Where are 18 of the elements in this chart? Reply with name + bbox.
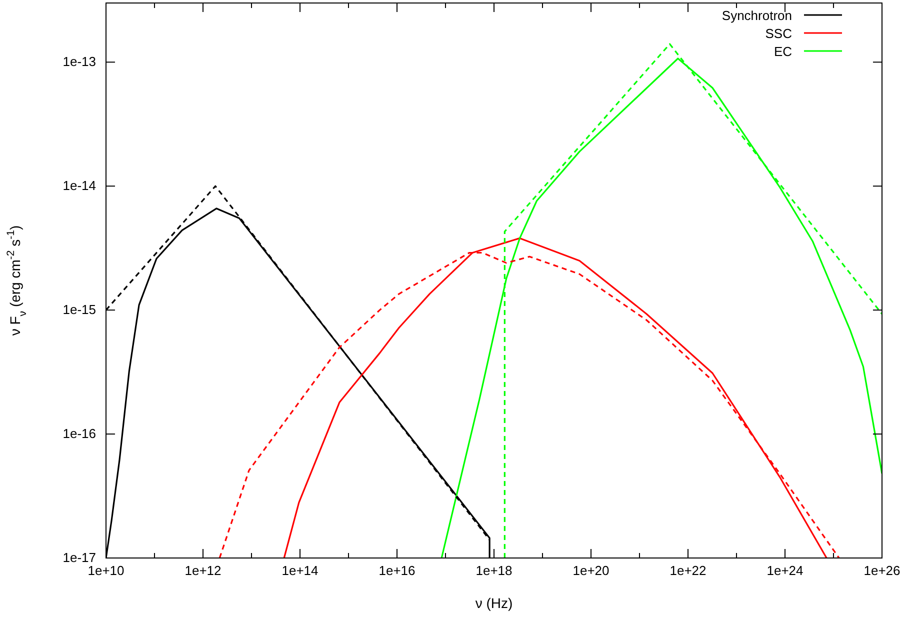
x-axis-title: ν (Hz) <box>475 595 513 611</box>
y-tick-label: 1e-16 <box>62 426 96 442</box>
legend-label: EC <box>774 44 792 59</box>
x-tick-label: 1e+26 <box>864 563 900 578</box>
y-tick-label: 1e-13 <box>62 54 96 70</box>
x-tick-label: 1e+18 <box>476 563 512 578</box>
x-tick-label: 1e+24 <box>766 563 804 578</box>
legend-label: Synchrotron <box>722 8 792 23</box>
x-tick-label: 1e+22 <box>670 563 706 578</box>
x-tick-label: 1e+10 <box>88 563 124 578</box>
y-tick-label: 1e-14 <box>62 178 96 194</box>
y-tick-label: 1e-15 <box>62 302 96 318</box>
legend-label: SSC <box>765 26 792 41</box>
y-tick-label: 1e-17 <box>62 550 96 565</box>
x-tick-label: 1e+16 <box>378 563 416 578</box>
x-tick-label: 1e+14 <box>282 563 318 578</box>
x-tick-label: 1e+20 <box>572 563 610 578</box>
x-tick-label: 1e+12 <box>184 563 222 578</box>
